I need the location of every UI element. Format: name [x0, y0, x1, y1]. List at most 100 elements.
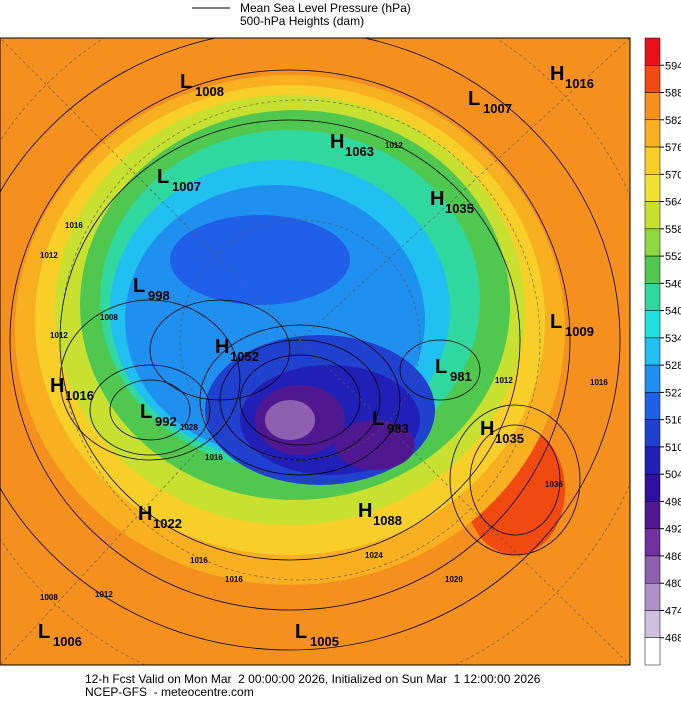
- colorbar-tick-label: 486: [665, 551, 681, 563]
- center-value: 1052: [230, 349, 259, 364]
- colorbar-band: [644, 228, 661, 257]
- colorbar-tick-label: 468: [665, 633, 681, 645]
- colorbar-tick-label: 534: [665, 333, 681, 345]
- contour-label: 1016: [190, 556, 208, 565]
- colorbar-band: [644, 119, 661, 148]
- center-value: 981: [450, 369, 472, 384]
- center-value: 1035: [445, 201, 474, 216]
- colorbar-tick-label: 588: [665, 88, 681, 100]
- contour-label: 1016: [225, 575, 243, 584]
- center-letter: L: [180, 71, 192, 93]
- map-border: [0, 37, 631, 666]
- center-value: 1035: [495, 431, 524, 446]
- height-blob: [335, 420, 415, 470]
- center-value: 1008: [195, 84, 224, 99]
- colorbar-tick-label: 546: [665, 278, 681, 290]
- center-letter: L: [550, 311, 562, 333]
- center-letter: H: [215, 336, 229, 358]
- center-letter: L: [133, 275, 145, 297]
- contour-labels: 1012 1016 1012 1008 1012 1016 1012 1016 1028 1016…: [40, 141, 608, 602]
- legend-fill-label: 500-hPa Heights (dam): [240, 14, 364, 28]
- center-letter: L: [468, 88, 480, 110]
- contour-label: 1012: [50, 331, 68, 340]
- height-blob: [170, 215, 350, 305]
- contour-label: 1020: [445, 575, 463, 584]
- height-blob: [265, 400, 315, 440]
- colorbar-tick-label: 504: [665, 469, 681, 481]
- colorbar-tick-label: 474: [665, 605, 681, 617]
- center-letter: H: [358, 500, 372, 522]
- colorbar-tick-label: 510: [665, 442, 681, 454]
- colorbar-band: [644, 555, 661, 584]
- contour-label: 1024: [365, 551, 383, 560]
- colorbar-tick-label: 540: [665, 306, 681, 318]
- colorbar-tick-label: 552: [665, 251, 681, 263]
- colorbar-band: [644, 146, 661, 175]
- colorbar-tick-label: 516: [665, 415, 681, 427]
- colorbar-band: [644, 283, 661, 311]
- center-letter: H: [50, 375, 64, 397]
- center-letter: H: [430, 188, 444, 210]
- contour-label: 1008: [100, 313, 118, 322]
- center-letter: L: [38, 621, 50, 643]
- colorbar-tick-label: 570: [665, 169, 681, 181]
- center-value: 1005: [310, 634, 339, 649]
- center-letter: L: [140, 401, 152, 423]
- contour-label: 1012: [40, 251, 58, 260]
- colorbar-band: [644, 446, 661, 475]
- footer-line: NCEP-GFS - meteocentre.com: [85, 685, 254, 699]
- colorbar-band: [644, 528, 661, 557]
- colorbar-band: [644, 582, 661, 611]
- center-value: 1016: [565, 76, 594, 91]
- colorbar-tick-label: 522: [665, 387, 681, 399]
- contour-label: 1016: [65, 221, 83, 230]
- colorbar-band: [644, 201, 661, 230]
- colorbar-band: [644, 37, 661, 66]
- contour-label: 1028: [180, 423, 198, 432]
- colorbar-band: [644, 310, 661, 339]
- center-letter: L: [295, 621, 307, 643]
- legend-line-label: Mean Sea Level Pressure (hPa): [240, 1, 411, 15]
- center-value: 1007: [483, 101, 512, 116]
- colorbar-band: [644, 637, 661, 666]
- center-value: 1088: [373, 513, 402, 528]
- center-value: 1006: [53, 634, 82, 649]
- contour-label: 1008: [40, 593, 58, 602]
- center-value: 992: [155, 414, 177, 429]
- colorbar-band: [644, 92, 661, 121]
- colorbar-band: [644, 501, 661, 529]
- center-value: 1063: [345, 144, 374, 159]
- graticule: [0, 38, 630, 665]
- center-letter: L: [157, 166, 169, 188]
- colorbar-band: [644, 364, 661, 393]
- center-letter: H: [138, 503, 152, 525]
- contour-label: 1016: [590, 378, 608, 387]
- contour-label: 1016: [205, 453, 223, 462]
- colorbar-tick-label: 528: [665, 360, 681, 372]
- center-value: 1016: [65, 388, 94, 403]
- center-value: 1007: [172, 179, 201, 194]
- colorbar: 594 588 582 576 570 564 558 552 546 540 534 528 522 5…: [644, 37, 681, 666]
- colorbar-band: [644, 419, 661, 448]
- colorbar-tick-label: 498: [665, 496, 681, 508]
- center-letter: L: [372, 408, 384, 430]
- center-value: 998: [148, 288, 170, 303]
- colorbar-tick-label: 582: [665, 115, 681, 127]
- contour-label: 1012: [385, 141, 403, 150]
- colorbar-tick-label: 594: [665, 60, 681, 72]
- center-value: 1022: [153, 516, 182, 531]
- isobars: [0, 38, 621, 651]
- colorbar-band: [644, 473, 661, 502]
- colorbar-band: [644, 255, 661, 284]
- colorbar-band: [644, 174, 661, 202]
- colorbar-tick-label: 576: [665, 142, 681, 154]
- contour-label: 1012: [95, 590, 113, 599]
- colorbar-band: [644, 337, 661, 366]
- colorbar-band: [644, 610, 661, 638]
- colorbar-tick-label: 564: [665, 197, 681, 209]
- center-value: 983: [387, 421, 409, 436]
- center-value: 1009: [565, 324, 594, 339]
